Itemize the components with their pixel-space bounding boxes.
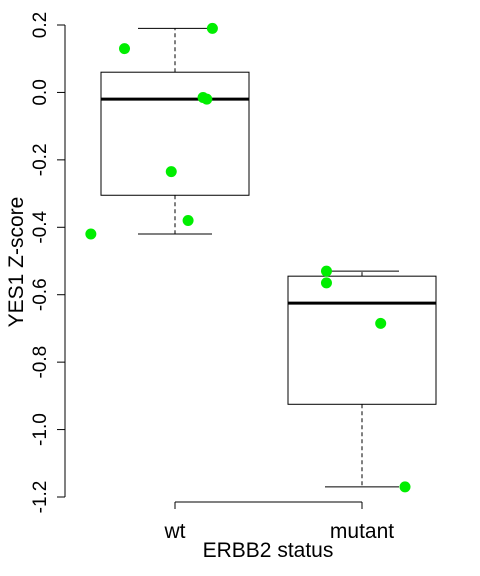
x-tick-label: mutant <box>330 520 394 543</box>
data-point <box>165 166 177 178</box>
data-points <box>85 22 411 493</box>
y-tick-label: 0.2 <box>30 12 51 38</box>
x-tick-label: wt <box>164 520 186 543</box>
data-point <box>201 93 213 105</box>
iqr-box <box>100 71 250 196</box>
y-axis: -1.2 -1.0 -0.8 -0.6 -0.4 -0.2 0.0 0.2 <box>30 12 66 514</box>
y-tick-label: -0.6 <box>30 278 51 311</box>
y-tick-label: -0.2 <box>30 143 51 176</box>
data-point <box>320 265 332 277</box>
y-tick-label: -1.0 <box>30 413 51 446</box>
box-wt <box>100 27 250 235</box>
y-axis-label: YES1 Z-score <box>5 197 28 328</box>
data-point <box>119 43 131 55</box>
y-tick-label: -0.4 <box>30 210 51 243</box>
y-tick-label: 0.0 <box>30 79 51 105</box>
box-mutant <box>287 270 437 488</box>
y-tick-label: -1.2 <box>30 481 51 514</box>
data-point <box>182 215 194 227</box>
data-point <box>375 317 387 329</box>
x-axis: wt mutant <box>164 501 394 543</box>
data-point <box>399 481 411 493</box>
boxes <box>100 27 437 488</box>
data-point <box>85 228 97 240</box>
y-tick-label: -0.8 <box>30 346 51 379</box>
data-point <box>320 277 332 289</box>
x-axis-label: ERBB2 status <box>203 539 334 562</box>
data-point <box>206 22 218 34</box>
iqr-box <box>287 275 437 405</box>
